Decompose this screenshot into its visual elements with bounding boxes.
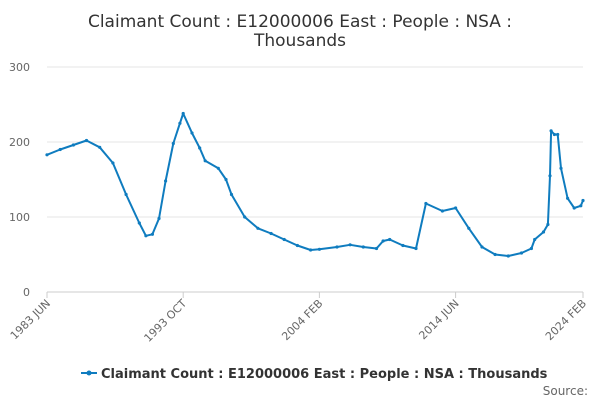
y-tick-label: 0 [23, 286, 30, 299]
legend-label: Claimant Count : E12000006 East : People… [101, 367, 548, 382]
data-point[interactable] [111, 161, 115, 165]
data-point[interactable] [137, 221, 141, 225]
data-point[interactable] [256, 226, 260, 230]
data-point[interactable] [424, 201, 428, 206]
data-point[interactable] [454, 206, 458, 210]
legend[interactable]: Claimant Count : E12000006 East : People… [81, 367, 548, 382]
data-point[interactable] [348, 243, 352, 247]
x-tick-label: 2014 JUN [416, 297, 461, 342]
x-tick-label: 2024 FEB [543, 297, 589, 343]
data-point[interactable] [533, 237, 537, 242]
data-point[interactable] [58, 147, 62, 152]
y-tick-label: 200 [9, 136, 30, 149]
data-point[interactable] [203, 159, 207, 163]
x-tick-label: 2004 FEB [279, 297, 325, 343]
data-point[interactable] [84, 138, 89, 143]
data-series [45, 111, 585, 258]
data-point[interactable] [243, 215, 247, 219]
data-point[interactable] [552, 132, 557, 137]
data-point[interactable] [388, 237, 392, 242]
data-point[interactable] [224, 177, 228, 182]
data-point[interactable] [480, 245, 484, 249]
x-tick-label: 1993 OCT [142, 297, 190, 345]
data-point[interactable] [181, 111, 185, 116]
data-point[interactable] [493, 252, 497, 257]
data-point[interactable] [559, 166, 563, 170]
data-point[interactable] [361, 245, 365, 249]
data-point[interactable] [171, 141, 175, 146]
data-point[interactable] [144, 234, 148, 238]
data-point[interactable] [549, 129, 553, 133]
data-point[interactable] [157, 216, 161, 221]
y-tick-label: 300 [9, 61, 30, 74]
data-point[interactable] [198, 146, 202, 150]
data-point[interactable] [317, 247, 321, 251]
data-point[interactable] [45, 153, 49, 157]
data-point[interactable] [581, 198, 585, 203]
data-point[interactable] [401, 243, 405, 248]
data-point[interactable] [178, 121, 182, 125]
data-point[interactable] [519, 251, 524, 255]
data-point[interactable] [229, 192, 234, 197]
data-point[interactable] [309, 248, 313, 252]
chart-title-line-1: Claimant Count : E12000006 East : People… [88, 12, 512, 32]
data-point[interactable] [440, 209, 444, 213]
series-line [46, 112, 584, 257]
data-point[interactable] [414, 246, 418, 251]
x-tick-label: 1983 JUN [8, 297, 53, 342]
data-point[interactable] [467, 226, 471, 230]
chart-title-line-2: Thousands [253, 31, 346, 51]
x-axis: 1983 JUN 1993 OCT 2004 FEB 2014 JUN 2024 FEB [8, 291, 589, 345]
data-point[interactable] [71, 143, 75, 147]
data-point[interactable] [566, 196, 570, 200]
data-point[interactable] [579, 204, 583, 208]
source-label: Source: [543, 384, 588, 398]
y-axis-ticks: 0 100 200 300 [9, 61, 30, 299]
data-point[interactable] [572, 206, 576, 210]
data-point[interactable] [150, 232, 154, 236]
data-point[interactable] [546, 222, 550, 227]
data-point[interactable] [556, 132, 560, 137]
data-point[interactable] [374, 246, 379, 251]
data-point[interactable] [506, 254, 510, 258]
data-point[interactable] [548, 174, 552, 178]
y-tick-label: 100 [9, 211, 30, 224]
data-point[interactable] [335, 245, 339, 249]
data-point[interactable] [282, 237, 286, 242]
data-point[interactable] [98, 145, 102, 149]
legend-marker-icon [86, 370, 92, 376]
data-point[interactable] [541, 230, 546, 234]
data-point[interactable] [124, 192, 128, 197]
data-point[interactable] [529, 246, 534, 251]
data-point[interactable] [295, 243, 299, 248]
data-point[interactable] [190, 131, 194, 135]
data-point[interactable] [164, 179, 168, 183]
data-point[interactable] [269, 231, 273, 236]
data-point[interactable] [216, 166, 220, 170]
data-point[interactable] [381, 239, 385, 243]
